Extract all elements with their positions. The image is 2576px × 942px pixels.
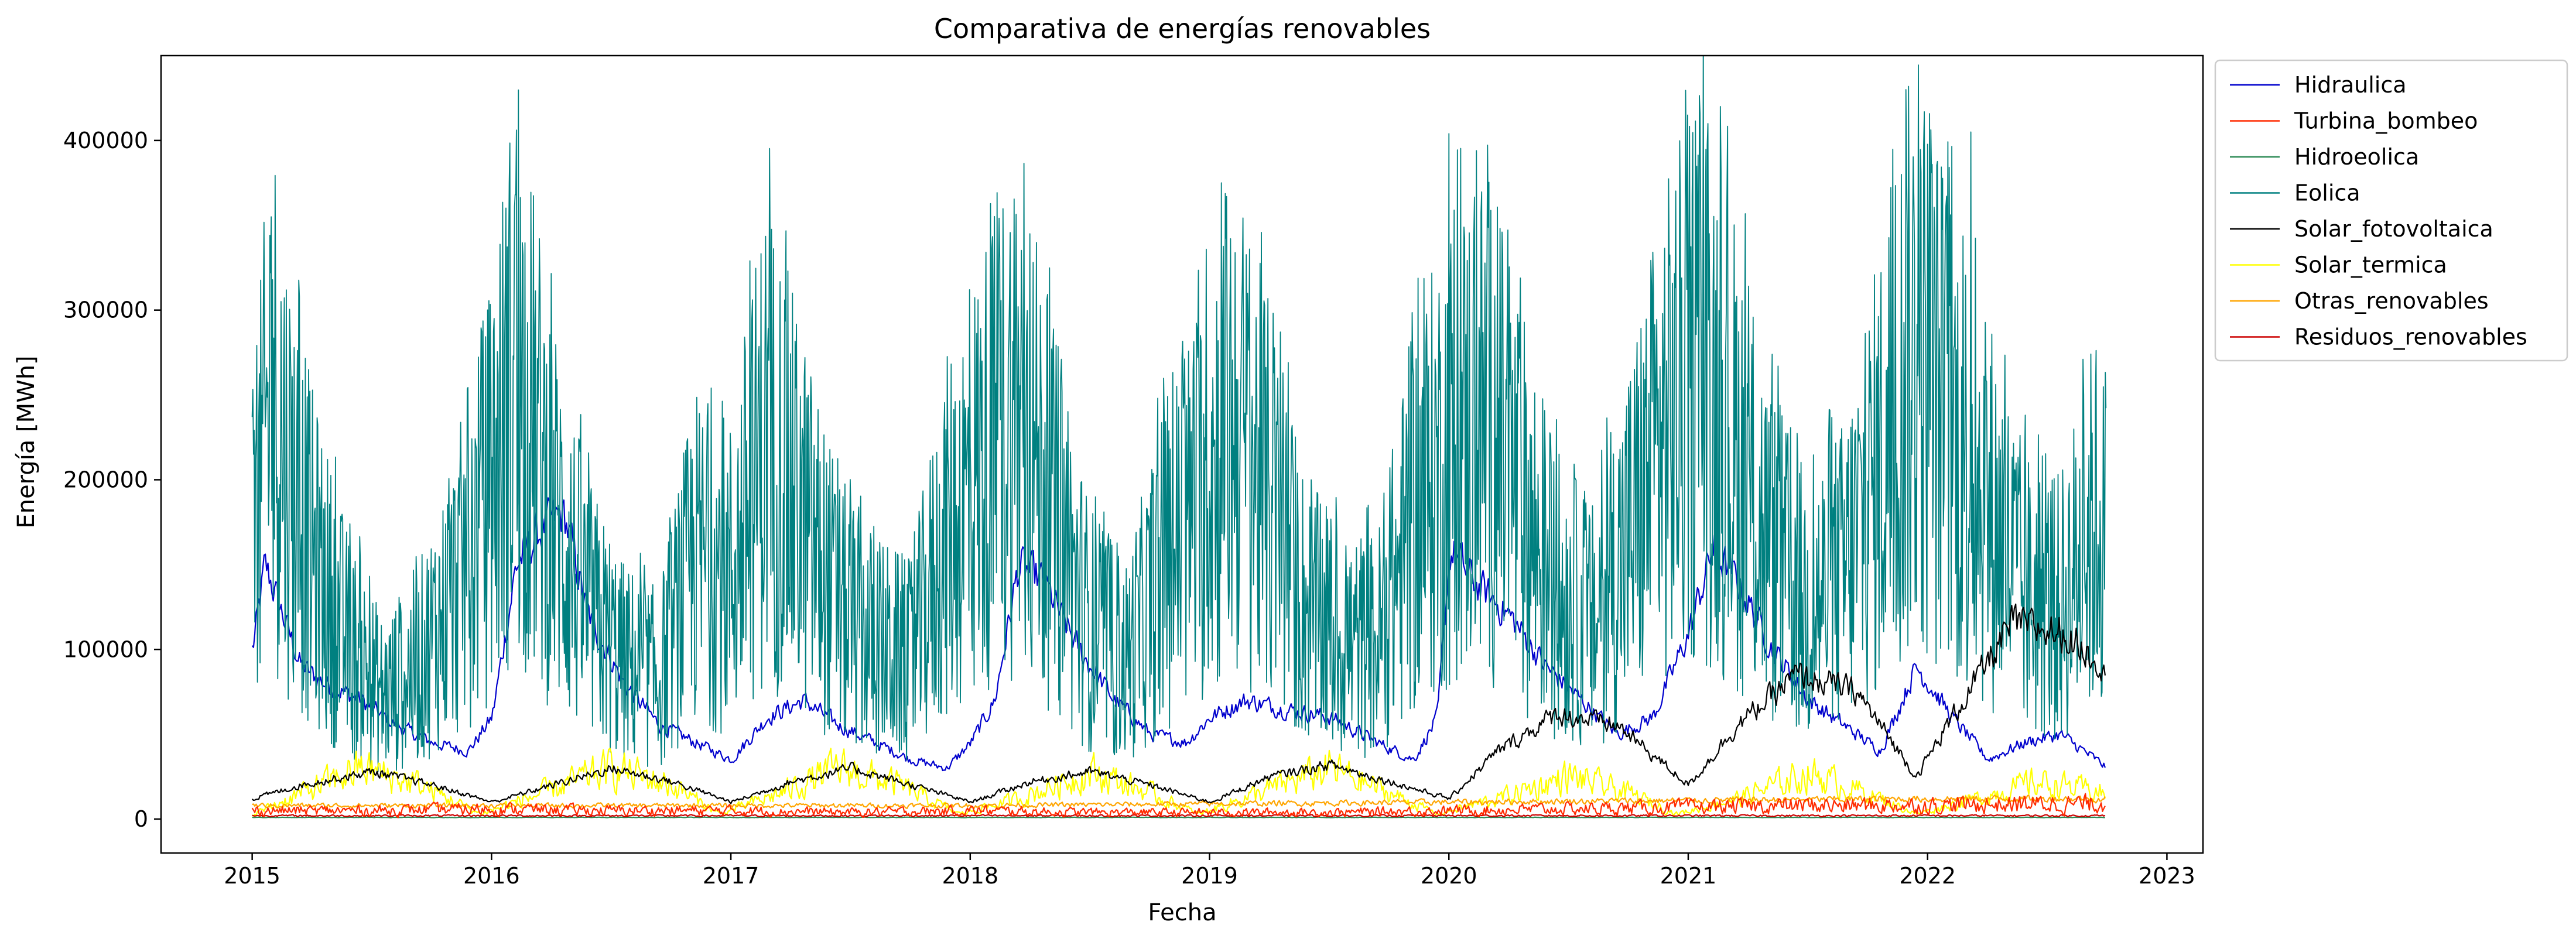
x-tick-label-2020: 2020 [1421, 863, 1477, 889]
x-tick-label-2017: 2017 [703, 863, 760, 889]
legend-label-hidroeolica: Hidroeolica [2294, 144, 2419, 170]
y-tick-label-400000: 400000 [63, 128, 148, 153]
legend-label-solar_termica: Solar_termica [2294, 252, 2447, 278]
y-tick-label-300000: 300000 [63, 297, 148, 323]
legend-label-otras_renovables: Otras_renovables [2294, 288, 2489, 314]
x-tick-label-2023: 2023 [2139, 863, 2195, 889]
x-tick-label-2021: 2021 [1660, 863, 1717, 889]
plot-frame [160, 54, 2204, 854]
y-tick-label-100000: 100000 [63, 636, 148, 662]
y-tick-label-0: 0 [134, 806, 148, 832]
series-line-hidroeolica [252, 816, 2105, 818]
series-line-turbina_bombeo [251, 793, 2106, 818]
y-tick-label-200000: 200000 [63, 467, 148, 492]
legend-label-turbina_bombeo: Turbina_bombeo [2294, 108, 2478, 134]
series-line-otras_renovables [252, 794, 2106, 809]
legend: Hidraulica Turbina_bombeo Hidroeolica Eolic… [2214, 59, 2568, 362]
x-tick-label-2015: 2015 [224, 863, 280, 889]
series-line-residuos_renovables [252, 814, 2106, 818]
x-tick-label-2016: 2016 [463, 863, 520, 889]
legend-label-residuos_renovables: Residuos_renovables [2294, 324, 2527, 350]
plot-area: 2015 2016 2017 2018 2019 2020 2021 2022 2023 0 100… [63, 54, 2204, 889]
chart-title: Comparativa de energías renovables [934, 13, 1431, 44]
x-tick-label-2022: 2022 [1899, 863, 1956, 889]
x-tick-label-2019: 2019 [1181, 863, 1238, 889]
series-group [251, 56, 2107, 818]
series-line-solar_fotovoltaica [251, 603, 2106, 804]
legend-label-solar_fotovoltaica: Solar_fotovoltaica [2294, 216, 2493, 242]
legend-label-eolica: Eolica [2294, 180, 2361, 206]
legend-box [2214, 59, 2568, 362]
series-line-eolica [251, 56, 2107, 772]
x-axis-label: Fecha [1148, 899, 1216, 926]
y-axis-label: Energía [MWh] [13, 355, 40, 528]
legend-label-hidraulica: Hidraulica [2294, 72, 2407, 98]
x-tick-label-2018: 2018 [942, 863, 998, 889]
